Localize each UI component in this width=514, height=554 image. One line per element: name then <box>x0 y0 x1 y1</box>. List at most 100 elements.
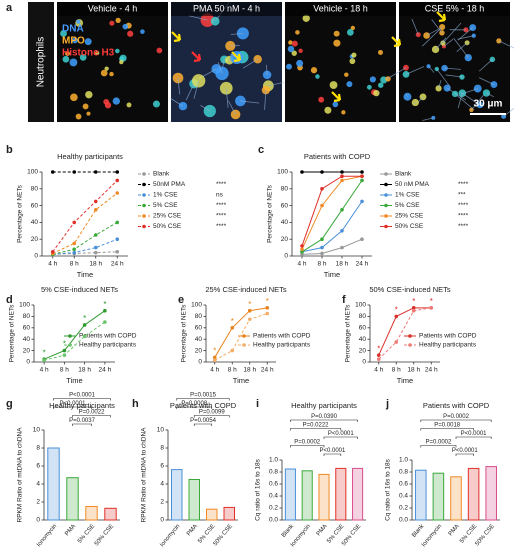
y-tick-label: 1.0 <box>269 457 278 464</box>
significance: * <box>43 348 46 357</box>
y-axis-label: Percentage of NETs <box>267 184 274 243</box>
legend-label: Blank <box>395 171 412 178</box>
y-tick-label: 40 <box>23 336 31 343</box>
data-point <box>360 174 364 178</box>
x-axis-label: Time <box>397 376 413 385</box>
legend-label: 50% CSE <box>395 223 424 230</box>
x-tick-label: 4 h <box>40 367 49 374</box>
legend-label: Patients with COPD <box>253 333 311 340</box>
bar <box>172 470 183 520</box>
x-axis-label: Time <box>66 376 82 385</box>
image-title: Vehicle - 18 h <box>313 3 368 13</box>
x-tick-label: 18 h <box>336 261 349 268</box>
chart-title: Patients with COPD <box>304 152 371 161</box>
p-value: P=0.0002 <box>294 440 321 446</box>
cell <box>286 64 292 70</box>
cell <box>127 31 133 37</box>
p-value: P=0.0390 <box>311 414 338 420</box>
data-point <box>394 340 398 344</box>
data-point <box>115 221 119 225</box>
y-tick-label: 0 <box>34 253 38 260</box>
legend-label: 5% CSE <box>153 202 178 209</box>
data-point <box>72 247 76 251</box>
significance: **** <box>458 202 469 209</box>
cell <box>101 70 108 77</box>
y-tick-label: 4 <box>36 481 40 488</box>
legend-marker <box>384 172 388 176</box>
comparison-bracket <box>324 437 358 439</box>
chart-title: Healthy participants <box>57 152 123 161</box>
p-value: P=0.0002 <box>443 414 470 420</box>
legend-marker <box>142 225 146 229</box>
y-axis-label: RPKM Ratio of mtDNA to chDNA <box>141 427 148 523</box>
data-point <box>394 315 398 319</box>
legend-marker <box>384 214 388 218</box>
y-tick-label: 40 <box>195 336 203 343</box>
legend-label: Healthy participants <box>79 342 137 349</box>
cell <box>86 112 90 116</box>
data-point <box>72 221 76 225</box>
stain-label: Histone H3 <box>62 48 115 59</box>
x-tick-label: 4 h <box>210 367 219 374</box>
data-point <box>300 244 304 248</box>
image-title: PMA 50 nM - 4 h <box>193 3 260 13</box>
cell <box>347 29 354 36</box>
panel-letter: a <box>6 2 13 14</box>
cell <box>370 76 376 82</box>
legend-marker <box>142 183 146 187</box>
cell <box>341 110 345 114</box>
y-tick-label: 40 <box>31 219 39 226</box>
legend-marker <box>384 183 388 187</box>
bar <box>486 467 497 520</box>
cell <box>311 67 317 73</box>
panel-letter: j <box>385 398 389 410</box>
legend-label: 25% CSE <box>153 213 182 220</box>
bar <box>86 507 97 521</box>
x-tick-label: Ionomycin <box>36 523 58 548</box>
cell <box>491 81 498 88</box>
y-tick-label: 10 <box>157 427 165 434</box>
y-tick-label: 60 <box>31 202 39 209</box>
p-value: P<0.0001 <box>69 393 96 399</box>
cell <box>127 102 132 107</box>
x-tick-label: Ionomycin <box>159 523 181 548</box>
significance: **** <box>216 181 227 188</box>
y-tick-label: 2 <box>160 499 164 506</box>
data-point <box>94 208 98 212</box>
cell <box>378 50 383 55</box>
x-tick-label: 18 h <box>89 261 102 268</box>
x-tick-label: 8 h <box>60 367 69 374</box>
data-point <box>320 237 324 241</box>
cell <box>496 38 501 43</box>
data-point <box>94 200 98 204</box>
chart-title: 5% CSE-induced NETs <box>41 285 118 294</box>
legend-label: 1% CSE <box>153 192 178 199</box>
image-title: Vehicle - 4 h <box>88 3 138 13</box>
cell <box>70 59 78 67</box>
bar <box>433 473 444 520</box>
cell <box>76 114 82 120</box>
data-point <box>115 250 119 254</box>
bar <box>336 468 346 520</box>
x-tick-label: PMA <box>316 523 329 537</box>
cell <box>351 52 356 57</box>
y-tick-label: 0 <box>26 359 30 366</box>
bar <box>468 468 479 520</box>
x-tick-label: 4 h <box>297 261 306 268</box>
legend-marker <box>242 343 246 347</box>
y-tick-label: 0 <box>36 517 40 524</box>
legend-marker <box>68 334 72 338</box>
x-tick-label: 8 h <box>392 367 401 374</box>
data-point <box>213 358 217 362</box>
x-tick-label: 8 h <box>228 367 237 374</box>
data-point <box>51 170 55 174</box>
bar <box>353 468 363 520</box>
y-tick-label: 20 <box>195 347 203 354</box>
significance: ns <box>216 192 224 199</box>
cell <box>115 49 120 54</box>
p-value: P=0.0008 <box>181 401 208 407</box>
y-tick-label: 80 <box>281 186 289 193</box>
cell <box>403 65 409 71</box>
legend-marker <box>142 204 146 208</box>
